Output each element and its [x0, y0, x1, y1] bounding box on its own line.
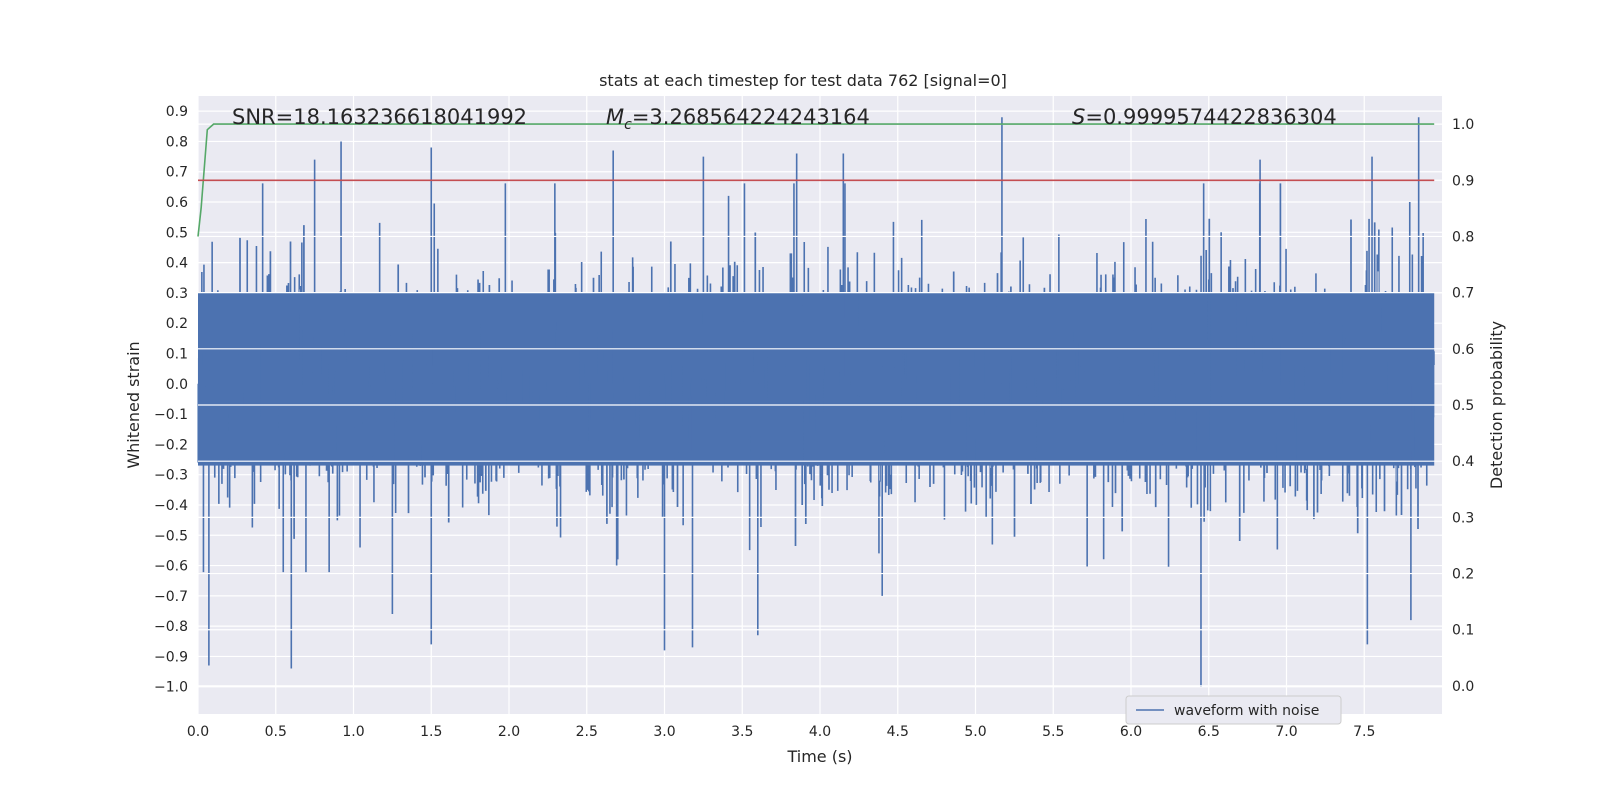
- x-tick-label: 4.5: [887, 724, 909, 740]
- snr-annotation: SNR=18.163236618041992: [232, 105, 527, 129]
- x-tick-label: 6.0: [1120, 724, 1142, 740]
- mc-subscript: c: [624, 117, 632, 133]
- x-axis-label: Time (s): [786, 747, 852, 766]
- y-left-tick-label: −0.3: [154, 468, 188, 484]
- s-annotation: S=0.9999574422836304: [1072, 105, 1337, 129]
- y-left-axis-ticks: 0.9 0.8 0.7 0.6 0.5 0.4 0.3 0.2 0.1 0.0 −0.1 −0.2 −0…: [154, 104, 188, 696]
- s-value: =0.9999574422836304: [1085, 105, 1336, 129]
- y-left-tick-label: 0.0: [166, 377, 188, 393]
- waveform-series: [197, 117, 1435, 687]
- y-left-tick-label: 0.6: [166, 195, 188, 211]
- x-tick-label: 3.5: [731, 724, 753, 740]
- y-right-tick-label: 0.7: [1452, 286, 1474, 302]
- chart-title: stats at each timestep for test data 762…: [599, 71, 1007, 90]
- y-right-tick-label: 0.6: [1452, 342, 1474, 358]
- y-left-tick-label: −0.7: [154, 589, 188, 605]
- y-left-tick-label: −0.8: [154, 619, 188, 635]
- mc-symbol: M: [606, 105, 624, 129]
- x-tick-label: 2.0: [498, 724, 520, 740]
- x-tick-label: 2.5: [576, 724, 598, 740]
- x-tick-label: 7.0: [1275, 724, 1297, 740]
- y-right-tick-label: 0.2: [1452, 567, 1474, 583]
- y-left-tick-label: −0.4: [154, 498, 188, 514]
- y-left-tick-label: −0.6: [154, 559, 188, 575]
- y-left-tick-label: 0.4: [166, 256, 188, 272]
- x-tick-label: 0.0: [187, 724, 209, 740]
- legend-label: waveform with noise: [1174, 703, 1319, 719]
- y-left-tick-label: −0.5: [154, 528, 188, 544]
- x-tick-label: 4.0: [809, 724, 831, 740]
- x-tick-label: 3.0: [653, 724, 675, 740]
- y-left-tick-label: −0.9: [154, 649, 188, 665]
- x-tick-label: 1.5: [420, 724, 442, 740]
- legend-box: [1125, 695, 1342, 725]
- y-right-tick-label: 0.9: [1452, 173, 1474, 189]
- y-left-tick-label: 0.8: [166, 134, 188, 150]
- x-tick-label: 7.5: [1353, 724, 1375, 740]
- y-left-axis-label: Whitened strain: [124, 341, 143, 468]
- x-tick-label: 1.0: [342, 724, 364, 740]
- y-left-tick-label: 0.9: [166, 104, 188, 120]
- y-right-tick-label: 0.4: [1452, 454, 1474, 470]
- y-right-tick-label: 0.3: [1452, 510, 1474, 526]
- y-left-tick-label: −1.0: [154, 680, 188, 696]
- mc-annotation: Mc=3.268564224243164: [606, 105, 870, 133]
- x-axis-ticks: 0.0 0.5 1.0 1.5 2.0 2.5 3.0 3.5 4.0 4.5 5.0 5.5 6.0 6…: [187, 724, 1376, 740]
- y-right-tick-label: 0.8: [1452, 229, 1474, 245]
- y-left-tick-label: 0.2: [166, 316, 188, 332]
- y-right-tick-label: 0.1: [1452, 623, 1474, 639]
- y-left-tick-label: 0.3: [166, 286, 188, 302]
- y-right-tick-label: 0.0: [1452, 679, 1474, 695]
- x-tick-label: 5.5: [1042, 724, 1064, 740]
- x-tick-label: 0.5: [265, 724, 287, 740]
- y-left-tick-label: 0.5: [166, 225, 188, 241]
- y-right-axis-ticks: 1.0 0.9 0.8 0.7 0.6 0.5 0.4 0.3 0.2 0.1 0.0: [1452, 117, 1474, 695]
- legend: waveform with noise: [1125, 695, 1342, 725]
- y-right-axis-label: Detection probability: [1487, 321, 1506, 489]
- x-tick-label: 6.5: [1198, 724, 1220, 740]
- detection-probability-line: [197, 123, 1435, 237]
- s-symbol: S: [1072, 105, 1085, 129]
- mc-value: =3.268564224243164: [632, 105, 870, 129]
- y-left-tick-label: −0.1: [154, 407, 188, 423]
- waveform-line: [197, 183, 1435, 573]
- x-tick-label: 5.0: [964, 724, 986, 740]
- y-left-tick-label: −0.2: [154, 437, 188, 453]
- y-right-tick-label: 1.0: [1452, 117, 1474, 133]
- y-left-tick-label: 0.7: [166, 165, 188, 181]
- y-left-tick-label: 0.1: [166, 347, 188, 363]
- y-right-tick-label: 0.5: [1452, 398, 1474, 414]
